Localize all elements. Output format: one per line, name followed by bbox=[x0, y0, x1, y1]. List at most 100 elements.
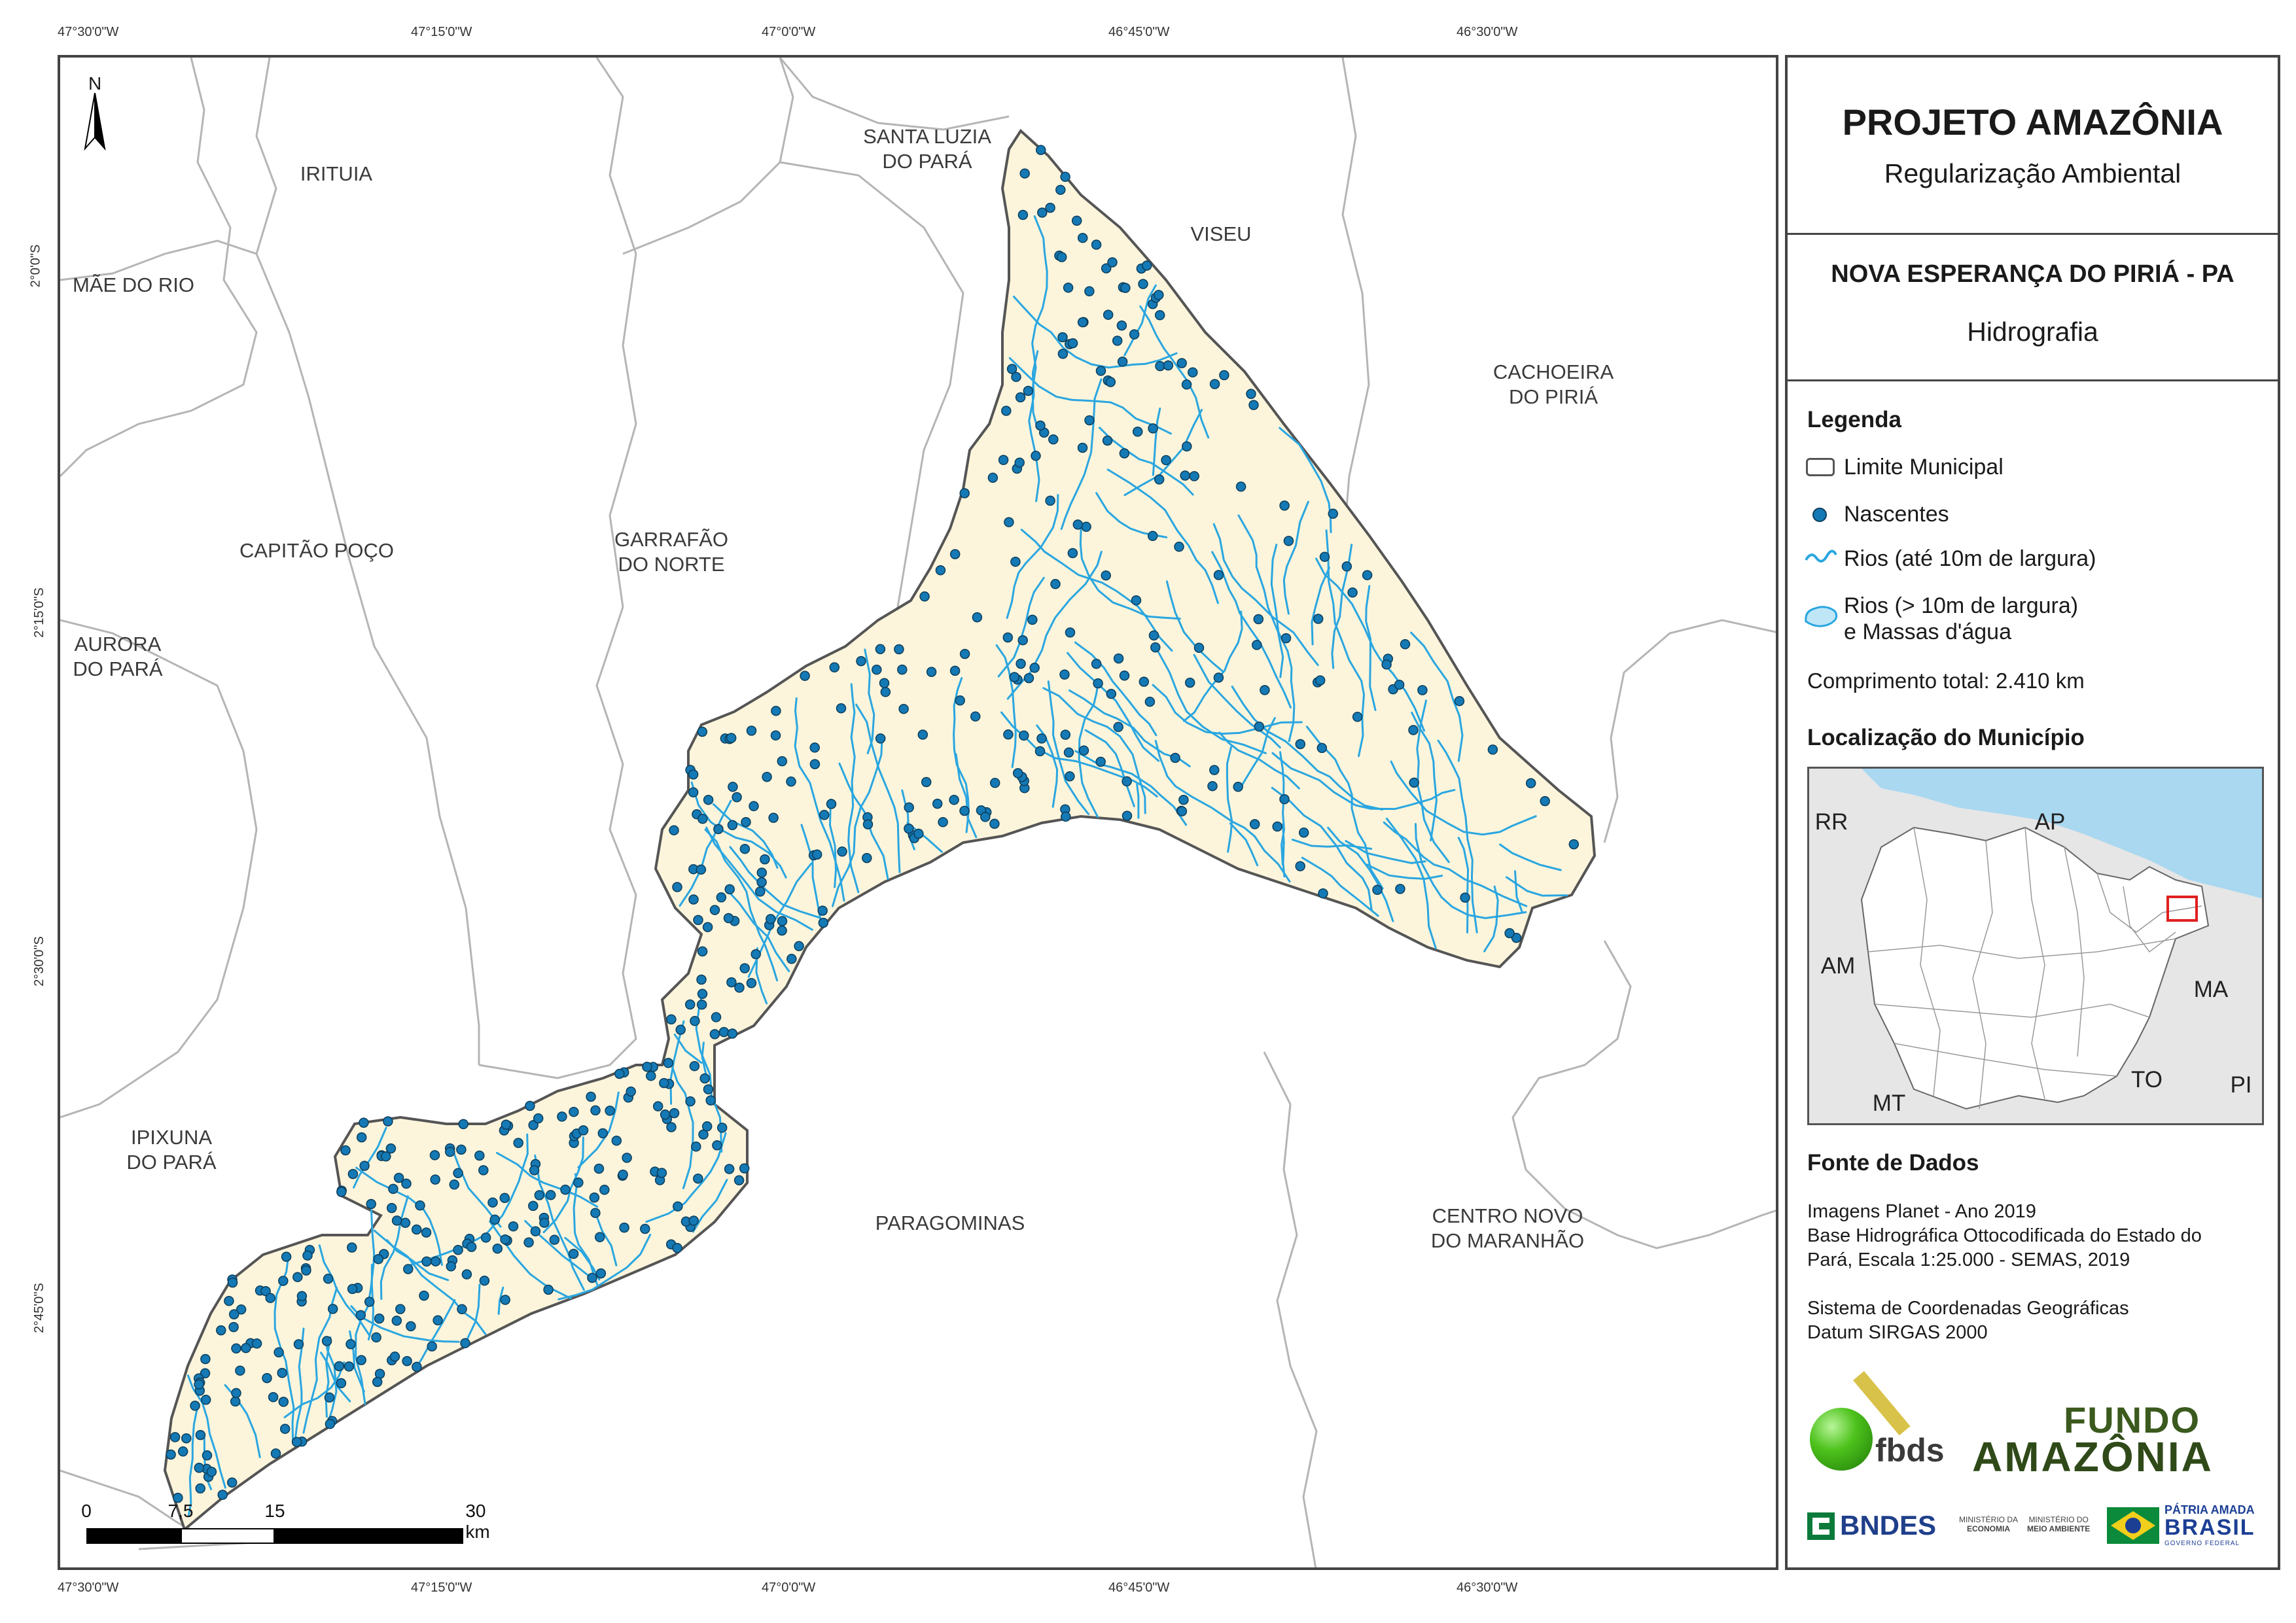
river-segment-23 bbox=[186, 1374, 226, 1489]
spring-point-225 bbox=[513, 1138, 523, 1148]
spring-point-188 bbox=[323, 1274, 334, 1284]
spring-point-271 bbox=[1511, 932, 1522, 943]
spring-point-185 bbox=[169, 1432, 181, 1442]
spring-point-128 bbox=[770, 730, 781, 741]
spring-point-329 bbox=[1015, 392, 1026, 403]
fbds-logo: fbds bbox=[1807, 1370, 1958, 1471]
spring-point-423 bbox=[265, 1293, 275, 1303]
spring-point-254 bbox=[1084, 286, 1095, 297]
spring-point-389 bbox=[932, 798, 943, 809]
spring-point-159 bbox=[1280, 633, 1292, 644]
spring-point-433 bbox=[381, 1151, 391, 1162]
river-segment-75 bbox=[353, 1126, 387, 1189]
fbds-logo-ball bbox=[1810, 1408, 1873, 1471]
river-segment-54 bbox=[1006, 494, 1059, 620]
spring-point-57 bbox=[327, 1304, 338, 1314]
spring-point-151 bbox=[1193, 642, 1205, 654]
spring-point-285 bbox=[568, 1248, 579, 1259]
spring-point-333 bbox=[1148, 423, 1158, 434]
spring-point-139 bbox=[374, 1313, 385, 1324]
spring-point-74 bbox=[589, 1192, 600, 1203]
spring-point-454 bbox=[1163, 360, 1174, 371]
spring-point-99 bbox=[640, 1223, 650, 1234]
spring-point-141 bbox=[1035, 145, 1046, 156]
map-frame[interactable]: N IRITUIA MÃE DO RIO SANTA LUZIA DO PARÁ … bbox=[58, 55, 1778, 1570]
spring-point-230 bbox=[344, 1361, 355, 1372]
river-segment-8 bbox=[1042, 687, 1146, 814]
coord-bottom-5: 46°30'0"W bbox=[1457, 1580, 1518, 1595]
river-segment-129 bbox=[1154, 740, 1291, 882]
spring-point-436 bbox=[1170, 752, 1180, 763]
spring-point-166 bbox=[1036, 733, 1047, 744]
spring-point-118 bbox=[1057, 349, 1069, 359]
source-line-1: Imagens Planet - Ano 2019 bbox=[1807, 1201, 2036, 1222]
spring-point-29 bbox=[1004, 517, 1014, 527]
spring-point-204 bbox=[433, 1315, 443, 1326]
map-canvas[interactable] bbox=[60, 58, 1778, 1570]
spring-point-372 bbox=[500, 1234, 510, 1245]
spring-point-348 bbox=[1174, 542, 1184, 552]
river-segment-126 bbox=[451, 1148, 502, 1228]
coord-bottom-4: 46°45'0"W bbox=[1108, 1580, 1170, 1595]
spring-point-200 bbox=[1037, 207, 1048, 218]
source-line-2: Base Hidrográfica Ottocodificada do Esta… bbox=[1807, 1225, 2202, 1246]
spring-point-194 bbox=[998, 455, 1009, 465]
spring-point-470 bbox=[1016, 658, 1026, 669]
spring-point-361 bbox=[762, 771, 772, 782]
spring-point-84 bbox=[1067, 548, 1078, 559]
spring-point-208 bbox=[716, 892, 727, 903]
river-segment-65 bbox=[1079, 523, 1181, 620]
spring-point-502 bbox=[1009, 672, 1020, 682]
river-segment-31 bbox=[730, 893, 790, 973]
spring-point-300 bbox=[777, 756, 788, 767]
spring-point-293 bbox=[1091, 239, 1102, 250]
spring-point-64 bbox=[688, 769, 699, 780]
spring-point-316 bbox=[1487, 744, 1498, 755]
spring-point-207 bbox=[746, 725, 757, 736]
spring-point-44 bbox=[718, 1026, 730, 1038]
river-segment-123 bbox=[1279, 427, 1332, 533]
map-theme: Hidrografia bbox=[1967, 317, 2098, 347]
river-segment-30 bbox=[1383, 821, 1528, 907]
municipality-boundary[interactable] bbox=[163, 128, 1597, 1532]
spring-point-391 bbox=[278, 1276, 289, 1286]
spring-point-359 bbox=[206, 1467, 217, 1477]
scale-label-7-5: 7,5 bbox=[168, 1501, 194, 1521]
inset-label-ma: MA bbox=[2193, 977, 2229, 1002]
spring-point-106 bbox=[1147, 531, 1158, 542]
spring-point-243 bbox=[523, 1237, 534, 1248]
spring-point-12 bbox=[336, 1378, 347, 1389]
legend-limit-label: Limite Municipal bbox=[1844, 455, 2004, 480]
spring-point-213 bbox=[1328, 508, 1339, 519]
divider-2 bbox=[1788, 379, 2278, 381]
spring-point-82 bbox=[959, 805, 970, 816]
river-segment-25 bbox=[1123, 409, 1203, 497]
spring-point-211 bbox=[1002, 632, 1014, 643]
spring-point-220 bbox=[1249, 819, 1260, 829]
spring-point-337 bbox=[766, 914, 776, 924]
spring-point-314 bbox=[461, 1269, 472, 1280]
spring-point-505 bbox=[388, 1183, 398, 1195]
river-segment-112 bbox=[1291, 839, 1373, 850]
spring-point-362 bbox=[499, 1193, 510, 1204]
spring-point-495 bbox=[393, 1172, 404, 1183]
river-segment-120 bbox=[1136, 783, 1140, 819]
spring-point-496 bbox=[660, 1109, 671, 1120]
spring-point-281 bbox=[1180, 470, 1190, 481]
spring-point-449 bbox=[466, 1242, 477, 1252]
spring-point-124 bbox=[230, 1396, 241, 1407]
spring-point-289 bbox=[1105, 377, 1116, 387]
river-segment-99 bbox=[325, 1336, 332, 1418]
label-santa-luzia: SANTA LUZIA DO PARÁ bbox=[863, 125, 991, 173]
spring-point-36 bbox=[1017, 209, 1029, 220]
spring-point-162 bbox=[1395, 884, 1405, 894]
spring-point-310 bbox=[972, 612, 983, 623]
spring-point-290 bbox=[1107, 257, 1118, 268]
spring-point-56 bbox=[836, 703, 847, 714]
spring-point-291 bbox=[1154, 290, 1164, 300]
patria-amada-brasil-logo: PÁTRIA AMADA BRASIL GOVERNO FEDERAL bbox=[2107, 1501, 2264, 1553]
river-segment-106 bbox=[1301, 856, 1379, 917]
river-segment-40 bbox=[1212, 523, 1319, 667]
info-panel: PROJETO AMAZÔNIA Regularização Ambiental… bbox=[1785, 55, 2280, 1570]
spring-point-441 bbox=[1113, 653, 1124, 664]
